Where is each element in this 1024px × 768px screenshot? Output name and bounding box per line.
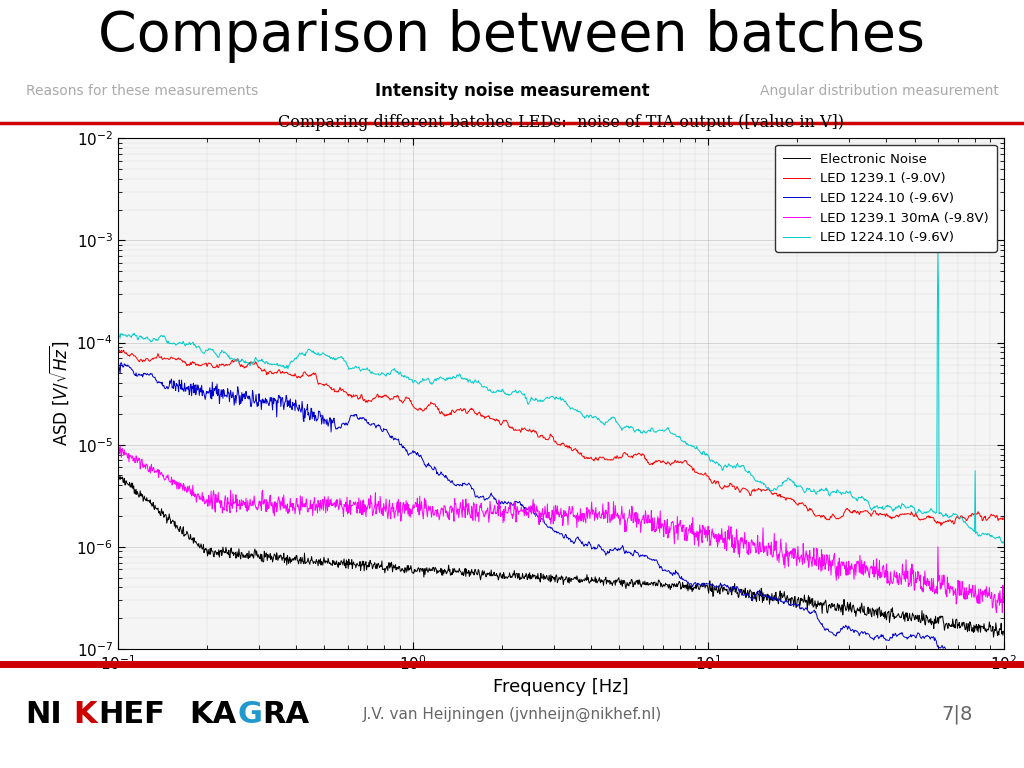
LED 1224.10 (-9.6V): [615, 425, 628, 435]
LED 1239.1 (-9.0V): [935, 521, 947, 530]
Text: G: G: [238, 700, 262, 729]
LED 1239.1 (-9.0V): [216, 360, 228, 369]
LED 1239.1 (-9.0V): [487, 415, 500, 424]
Electronic Noise: [112, 471, 124, 480]
Line: LED 1224.10 (-9.6V): LED 1224.10 (-9.6V): [118, 250, 1004, 543]
LED 1239.1 30mA (-9.8V): [997, 598, 1010, 607]
LED 1224.10 (-9.6V): [180, 339, 193, 349]
Y-axis label: ASD $[V/\sqrt{Hz}]$: ASD $[V/\sqrt{Hz}]$: [47, 341, 71, 446]
LED 1224.10 (-9.6V): [521, 505, 534, 514]
Text: Intensity noise measurement: Intensity noise measurement: [375, 81, 649, 100]
LED 1224.10 (-9.6V): [932, 246, 944, 255]
Text: RA: RA: [262, 700, 309, 729]
LED 1224.10 (-9.6V): [112, 354, 124, 363]
Electronic Noise: [987, 633, 999, 642]
Line: LED 1239.1 (-9.0V): LED 1239.1 (-9.0V): [118, 347, 1004, 525]
Line: LED 1224.10 (-9.6V): LED 1224.10 (-9.6V): [118, 359, 1004, 679]
Electronic Noise: [997, 627, 1010, 636]
Text: HEF: HEF: [98, 700, 165, 729]
Text: KA: KA: [189, 700, 237, 729]
LED 1239.1 (-9.0V): [506, 422, 518, 432]
LED 1239.1 30mA (-9.8V): [112, 449, 124, 458]
Text: Angular distribution measurement: Angular distribution measurement: [760, 84, 998, 98]
LED 1239.1 30mA (-9.8V): [506, 514, 518, 523]
LED 1224.10 (-9.6V): [997, 538, 1010, 548]
X-axis label: Frequency [Hz]: Frequency [Hz]: [493, 678, 629, 696]
Text: NI: NI: [26, 700, 62, 729]
LED 1239.1 30mA (-9.8V): [114, 441, 126, 450]
LED 1224.10 (-9.6V): [487, 387, 500, 396]
LED 1224.10 (-9.6V): [506, 388, 518, 397]
Text: K: K: [74, 700, 97, 729]
Line: LED 1239.1 30mA (-9.8V): LED 1239.1 30mA (-9.8V): [118, 445, 1004, 613]
LED 1239.1 30mA (-9.8V): [181, 488, 194, 497]
LED 1239.1 (-9.0V): [615, 452, 628, 462]
Electronic Noise: [487, 569, 500, 578]
Text: J.V. van Heijningen (jvnheijn@nikhef.nl): J.V. van Heijningen (jvnheijn@nikhef.nl): [362, 707, 662, 722]
Electronic Noise: [615, 580, 628, 589]
LED 1239.1 (-9.0V): [180, 359, 193, 369]
LED 1239.1 30mA (-9.8V): [522, 513, 535, 522]
Title: Comparing different batches LEDs:  noise of TIA output ([value in V]): Comparing different batches LEDs: noise …: [278, 114, 844, 131]
LED 1239.1 30mA (-9.8V): [616, 511, 629, 520]
LED 1224.10 (-9.6V): [506, 500, 518, 509]
LED 1224.10 (-9.6V): [216, 346, 228, 356]
Electronic Noise: [506, 573, 518, 582]
LED 1239.1 (-9.0V): [997, 515, 1010, 524]
LED 1224.10 (-9.6V): [180, 383, 193, 392]
LED 1239.1 (-9.0V): [521, 426, 534, 435]
Text: 7|8: 7|8: [942, 705, 973, 724]
LED 1224.10 (-9.6V): [216, 386, 228, 395]
Legend: Electronic Noise, LED 1239.1 (-9.0V), LED 1224.10 (-9.6V), LED 1239.1 30mA (-9.8: Electronic Noise, LED 1239.1 (-9.0V), LE…: [775, 145, 997, 252]
LED 1224.10 (-9.6V): [996, 538, 1009, 548]
LED 1224.10 (-9.6V): [521, 399, 534, 409]
LED 1239.1 30mA (-9.8V): [996, 608, 1009, 617]
Text: Comparison between batches: Comparison between batches: [98, 9, 926, 63]
LED 1224.10 (-9.6V): [487, 492, 500, 502]
Line: Electronic Noise: Electronic Noise: [118, 475, 1004, 637]
Electronic Noise: [521, 573, 534, 582]
LED 1239.1 (-9.0V): [112, 343, 124, 352]
LED 1224.10 (-9.6V): [112, 326, 124, 336]
Electronic Noise: [180, 529, 193, 538]
LED 1239.1 30mA (-9.8V): [217, 503, 229, 512]
Electronic Noise: [216, 548, 228, 557]
Text: Reasons for these measurements: Reasons for these measurements: [26, 84, 258, 98]
LED 1239.1 30mA (-9.8V): [488, 503, 501, 512]
LED 1224.10 (-9.6V): [997, 674, 1010, 684]
LED 1224.10 (-9.6V): [615, 543, 628, 552]
